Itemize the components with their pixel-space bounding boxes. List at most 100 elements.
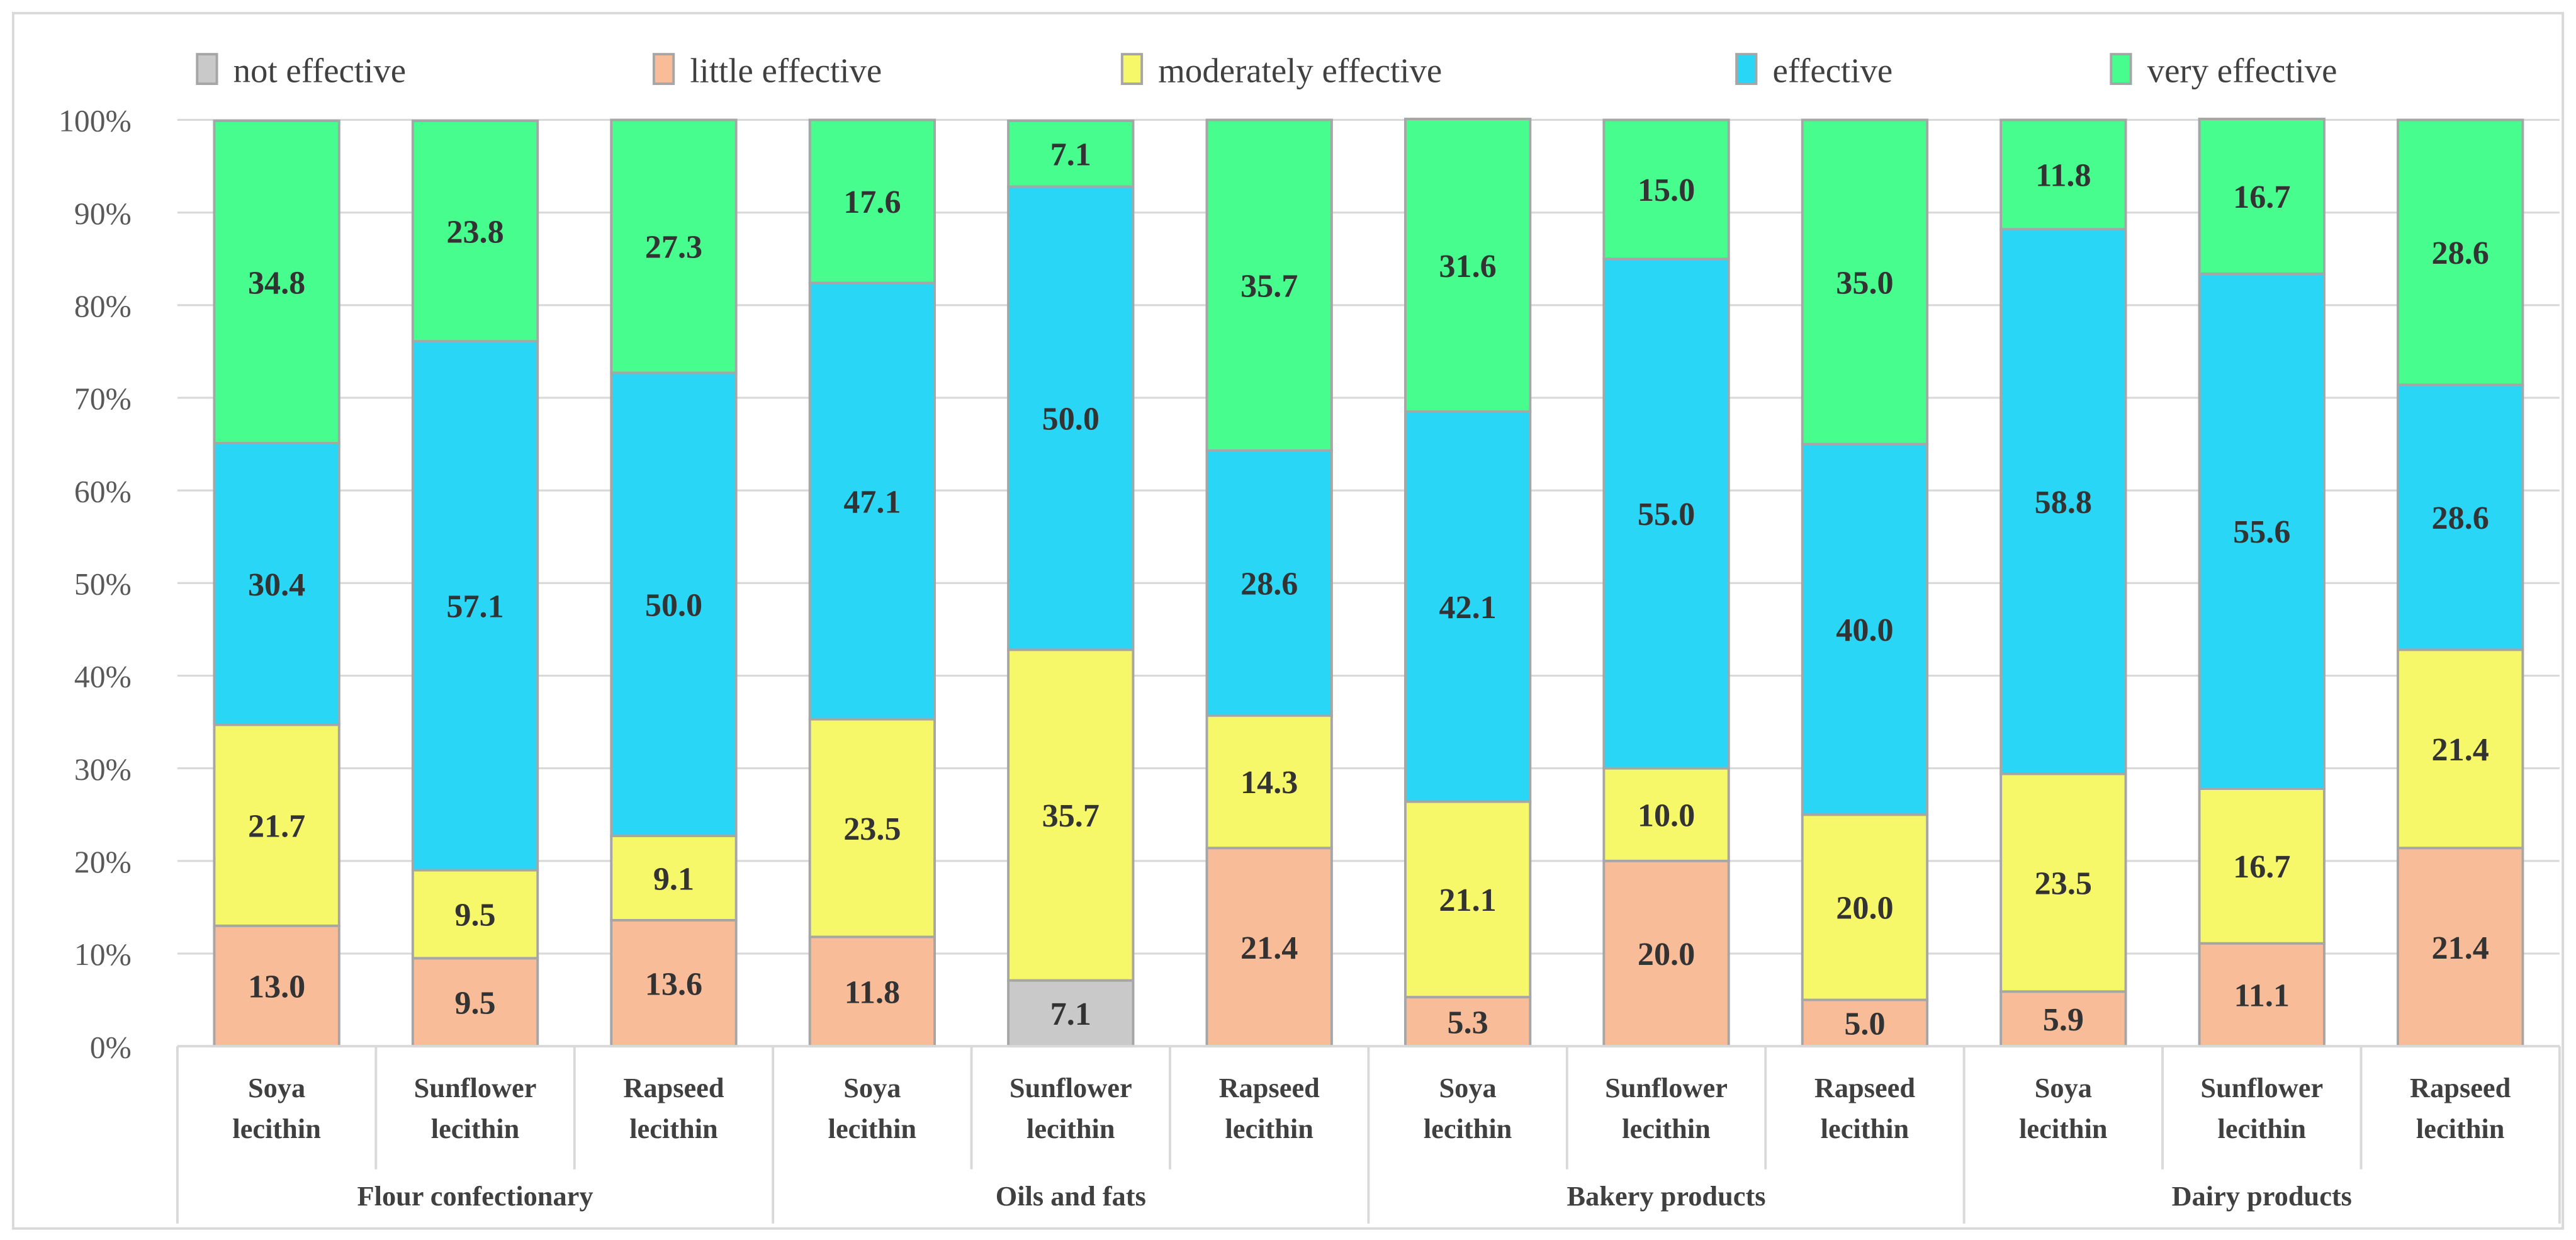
data-label: 28.6 <box>2432 500 2489 536</box>
data-label: 50.0 <box>645 587 702 623</box>
data-label: 47.1 <box>843 483 901 520</box>
category-label: Soya <box>248 1072 305 1103</box>
legend-swatch <box>2110 53 2132 86</box>
data-label: 35.7 <box>1240 268 1298 304</box>
group-label: Oils and fats <box>996 1180 1146 1212</box>
data-label: 35.7 <box>1042 798 1100 834</box>
data-label: 17.6 <box>843 184 901 220</box>
data-label: 28.6 <box>2432 235 2489 271</box>
data-label: 58.8 <box>2035 484 2092 521</box>
category-label: Sunflower <box>1605 1072 1728 1103</box>
data-label: 16.7 <box>2233 179 2290 215</box>
data-label: 20.0 <box>1836 890 1893 927</box>
data-label: 7.1 <box>1050 136 1091 172</box>
legend-swatch <box>1120 53 1144 86</box>
bar-segment <box>1999 118 2127 231</box>
bar-segment <box>2397 847 2524 1048</box>
data-label: 21.4 <box>1240 930 1298 966</box>
category-label: lecithin <box>2218 1113 2306 1144</box>
data-label: 16.7 <box>2233 848 2290 885</box>
category-label: lecithin <box>1821 1113 1909 1144</box>
legend: not effective little effective moderately … <box>196 51 2337 89</box>
category-label: Sunflower <box>414 1072 537 1103</box>
y-tick-label: 50% <box>74 567 132 602</box>
category-label: lecithin <box>1225 1113 1313 1144</box>
bar-segment <box>1403 410 1532 803</box>
bar-segment <box>1801 442 1929 816</box>
legend-label: little effective <box>690 51 882 89</box>
bar-segment <box>1205 118 1333 452</box>
category-label: Soya <box>2035 1072 2092 1103</box>
data-label: 9.5 <box>454 897 495 933</box>
legend-label: moderately effective <box>1158 51 1442 89</box>
data-label: 5.0 <box>1844 1006 1885 1042</box>
category-label: Rapseed <box>623 1072 724 1103</box>
y-tick-label: 100% <box>59 104 132 138</box>
bar-segment <box>1801 998 1929 1048</box>
data-label: 11.8 <box>845 974 900 1011</box>
data-label: 21.7 <box>248 808 305 844</box>
category-label: Soya <box>1439 1072 1496 1103</box>
data-label: 50.0 <box>1042 401 1100 437</box>
category-label: Sunflower <box>1010 1072 1132 1103</box>
data-label: 5.3 <box>1447 1004 1488 1040</box>
bar-segment <box>2198 272 2326 790</box>
bar-segment <box>1403 800 1532 999</box>
y-tick-label: 80% <box>74 289 132 324</box>
y-tick-label: 0% <box>90 1030 132 1064</box>
bar-segment <box>2397 383 2524 651</box>
y-tick-label: 60% <box>74 474 132 509</box>
bar-segment <box>213 442 340 726</box>
bar-segment <box>1801 813 1929 1001</box>
group-label: Bakery products <box>1567 1180 1766 1212</box>
data-label: 21.1 <box>1439 882 1496 918</box>
bar-segment <box>1602 767 1730 862</box>
legend-label: not effective <box>233 51 406 89</box>
data-label: 21.4 <box>2432 731 2489 768</box>
bar-segment <box>808 281 936 721</box>
data-label: 10.0 <box>1638 797 1695 833</box>
y-axis-ticks: 0% 10% 20% 30% 40% 50% 60% 70% 80% 90% 100% <box>59 104 132 1065</box>
y-tick-label: 90% <box>74 196 132 231</box>
x-axis: Soya lecithin Sunflower lecithin Rapseed leci… <box>176 1045 2561 1224</box>
category-label: lecithin <box>1622 1113 1710 1144</box>
data-label: 23.5 <box>843 811 901 847</box>
bar-segment <box>411 957 539 1048</box>
data-label: 27.3 <box>645 229 702 266</box>
data-label: 9.5 <box>454 984 495 1021</box>
bar-segment <box>1999 990 2127 1048</box>
category-label: Rapseed <box>2410 1072 2511 1103</box>
data-label: 55.0 <box>1638 496 1695 533</box>
category-label: lecithin <box>828 1113 916 1144</box>
data-label: 23.5 <box>2035 865 2092 902</box>
category-label: lecithin <box>1424 1113 1512 1144</box>
data-label: 13.6 <box>645 966 702 1002</box>
category-label: Rapseed <box>1814 1072 1916 1103</box>
bar-segment <box>610 371 738 838</box>
data-label: 21.4 <box>2432 930 2489 966</box>
bar-segment <box>1007 185 1135 651</box>
data-label: 57.1 <box>446 589 503 625</box>
bar-segment <box>610 118 738 375</box>
bars: 13.0 21.7 30.4 34.8 9.5 9.5 57.1 23.8 13.6 9.1 50.… <box>213 118 2524 1048</box>
bar-segment <box>610 835 738 922</box>
data-label: 7.1 <box>1050 996 1091 1032</box>
data-label: 11.8 <box>2035 157 2091 194</box>
bar-segment <box>1007 979 1135 1048</box>
bar-segment <box>411 119 539 343</box>
bar-segment <box>2198 118 2326 275</box>
legend-label: very effective <box>2147 51 2337 89</box>
bar-segment <box>1999 228 2127 775</box>
category-label: lecithin <box>629 1113 717 1144</box>
bar-segment <box>213 723 340 927</box>
bar-segment <box>213 119 340 445</box>
bar-segment <box>411 340 539 872</box>
bar-segment <box>1999 772 2127 993</box>
y-tick-label: 30% <box>74 752 132 787</box>
bar-segment <box>2397 118 2524 386</box>
category-label: lecithin <box>2019 1113 2107 1144</box>
bar-segment <box>1007 648 1135 982</box>
data-label: 28.6 <box>1240 566 1298 602</box>
data-label: 23.8 <box>446 213 503 250</box>
y-tick-label: 70% <box>74 381 132 416</box>
